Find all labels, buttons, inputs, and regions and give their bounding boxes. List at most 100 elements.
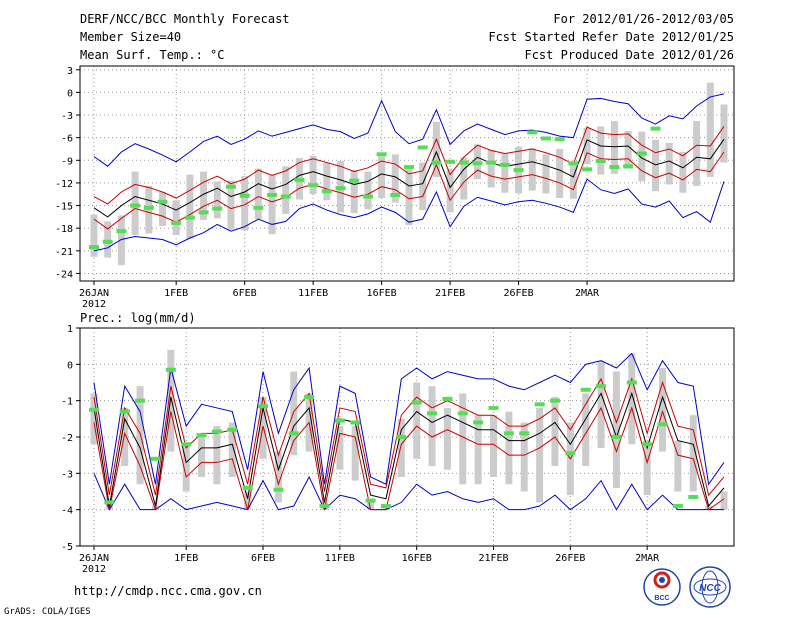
spread-box bbox=[536, 407, 544, 503]
x-year-label: 2012 bbox=[82, 299, 106, 310]
spread-box bbox=[446, 168, 454, 213]
x-tick-label: 11FEB bbox=[325, 553, 355, 564]
observed-mark bbox=[611, 435, 622, 439]
spread-box bbox=[351, 426, 359, 481]
y-tick-label: 0 bbox=[67, 360, 73, 371]
observed-mark bbox=[472, 161, 483, 166]
spread-box bbox=[391, 154, 399, 203]
observed-mark bbox=[171, 220, 182, 225]
observed-mark bbox=[427, 411, 438, 416]
x-tick-label: 26JAN bbox=[79, 553, 109, 564]
observed-mark bbox=[596, 384, 607, 389]
observed-mark bbox=[442, 396, 453, 401]
spread-box bbox=[131, 171, 139, 235]
spread-box bbox=[200, 171, 208, 220]
y-tick-label: -24 bbox=[55, 269, 73, 280]
observed-mark bbox=[519, 431, 530, 436]
spread-box bbox=[172, 200, 180, 235]
observed-mark bbox=[104, 500, 115, 505]
spread-box bbox=[487, 149, 495, 188]
observed-mark bbox=[499, 162, 510, 167]
source-url[interactable]: http://cmdp.ncc.cma.gov.cn bbox=[74, 584, 262, 598]
observed-mark bbox=[304, 395, 315, 400]
precipitation-chart: 1 0 -1 -2 -3 -4 -5 26JAN 1FEB 6FEB 11FEB 16FEB 21FEB… bbox=[61, 324, 735, 575]
spread-box bbox=[290, 371, 298, 456]
spread-box bbox=[460, 157, 468, 200]
spread-box bbox=[309, 155, 317, 195]
spread-box bbox=[659, 367, 667, 452]
spread-box bbox=[665, 142, 673, 185]
spread-box bbox=[244, 491, 252, 510]
spread-box bbox=[254, 168, 262, 220]
observed-mark bbox=[184, 215, 195, 220]
spread-box bbox=[90, 393, 98, 445]
observed-mark bbox=[319, 504, 330, 509]
spread-box bbox=[679, 152, 687, 193]
min-line bbox=[93, 473, 724, 511]
x-tick-label: 21FEB bbox=[435, 288, 465, 299]
observed-mark bbox=[308, 183, 319, 188]
spread-box bbox=[323, 162, 331, 201]
spread-box bbox=[419, 162, 427, 211]
figure-title: DERF/NCC/BCC Monthly Forecast bbox=[80, 12, 290, 26]
observed-mark bbox=[334, 418, 345, 423]
sd-upper-line bbox=[93, 126, 725, 205]
observed-mark bbox=[609, 165, 620, 170]
spread-box bbox=[336, 426, 344, 470]
observed-mark bbox=[396, 435, 407, 439]
spread-box bbox=[505, 411, 513, 485]
spread-box bbox=[350, 170, 358, 214]
observed-mark bbox=[534, 402, 545, 407]
y-tick-label: -3 bbox=[61, 111, 73, 122]
x-tick-label: 1FEB bbox=[164, 288, 188, 299]
spread-box bbox=[556, 148, 564, 199]
observed-mark bbox=[390, 193, 401, 197]
y-tick-label: 1 bbox=[67, 324, 73, 335]
observed-mark bbox=[411, 400, 422, 405]
spread-box bbox=[198, 433, 206, 477]
spread-box bbox=[689, 415, 697, 492]
y-tick-label: 3 bbox=[67, 66, 73, 77]
observed-mark bbox=[657, 422, 668, 427]
observed-mark bbox=[595, 159, 606, 164]
observed-mark bbox=[554, 137, 565, 142]
observed-mark bbox=[362, 194, 373, 199]
observed-mark bbox=[196, 433, 207, 438]
observed-mark bbox=[431, 160, 442, 165]
x-tick-label: 26FEB bbox=[504, 288, 534, 299]
observed-mark bbox=[273, 487, 284, 492]
observed-mark bbox=[150, 456, 161, 461]
spread-box bbox=[443, 407, 451, 470]
spread-box bbox=[378, 156, 386, 199]
observed-mark bbox=[335, 186, 346, 191]
variable-label: Mean Surf. Temp.: °C bbox=[80, 48, 225, 62]
max-line bbox=[93, 352, 725, 486]
spread-box bbox=[167, 349, 175, 452]
observed-mark bbox=[417, 145, 428, 150]
spread-box bbox=[674, 440, 682, 492]
observed-mark bbox=[89, 245, 99, 250]
observed-mark bbox=[253, 205, 264, 210]
spread-box bbox=[597, 360, 605, 448]
observed-mark bbox=[198, 210, 209, 215]
spread-box bbox=[720, 491, 728, 510]
observed-mark bbox=[116, 229, 127, 234]
observed-mark bbox=[457, 411, 468, 416]
observed-mark bbox=[321, 189, 332, 194]
observed-mark bbox=[130, 203, 141, 208]
y-tick-label: -2 bbox=[61, 433, 73, 444]
min-line bbox=[93, 178, 725, 252]
spread-box bbox=[364, 171, 372, 210]
observed-mark bbox=[582, 167, 593, 172]
observed-mark bbox=[380, 504, 391, 509]
observed-mark bbox=[568, 161, 579, 166]
spread-box bbox=[597, 126, 605, 175]
y-tick-label: -3 bbox=[61, 469, 73, 480]
y-tick-label: -5 bbox=[61, 542, 73, 553]
spread-box bbox=[432, 121, 440, 177]
spread-box bbox=[158, 191, 166, 226]
spread-box bbox=[638, 131, 646, 182]
observed-mark bbox=[445, 159, 456, 164]
observed-mark bbox=[242, 485, 253, 490]
y-tick-label: -18 bbox=[55, 224, 73, 235]
